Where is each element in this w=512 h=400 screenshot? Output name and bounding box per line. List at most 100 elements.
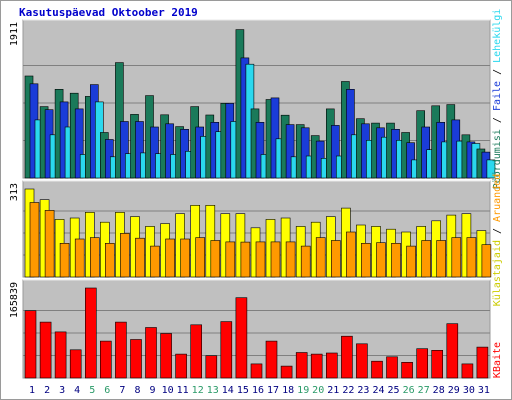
bar-middle-aruanded-day-26: [406, 245, 416, 278]
bar-middle-aruanded-day-12: [195, 237, 205, 278]
right-label-kbaite: KBaite: [492, 342, 503, 378]
x-tick-label-20: 20: [312, 385, 324, 396]
bar-middle-aruanded-day-29: [451, 237, 462, 278]
x-tick-label-23: 23: [357, 385, 369, 396]
bar-top-faile-day-9: [150, 126, 159, 179]
y-max-label-top: 1911: [9, 22, 20, 46]
right-label-separator: /: [492, 111, 503, 129]
x-tick-label-10: 10: [162, 385, 174, 396]
bar-middle-aruanded-day-8: [135, 237, 145, 278]
x-tick-label-13: 13: [207, 385, 219, 396]
bar-bottom-kbaite-day-29: [446, 323, 459, 379]
bar-bottom-kbaite-day-15: [235, 297, 248, 379]
x-tick-label-26: 26: [403, 385, 415, 396]
bar-top-faile-day-7: [120, 121, 129, 179]
bar-middle-aruanded-day-10: [165, 238, 175, 278]
x-tick-label-8: 8: [134, 385, 140, 396]
bar-middle-aruanded-day-11: [180, 238, 190, 278]
bar-bottom-kbaite-day-5: [85, 287, 97, 379]
x-tick-label-31: 31: [478, 385, 490, 396]
bar-middle-aruanded-day-22: [346, 231, 356, 278]
x-axis-ticks: 1 2 3 4 5 6 7 8 9 10 11 12 13 14 15 16 17 18 19 20 21 22 23 24 2…: [29, 385, 490, 396]
bar-top-faile-day-16: [255, 122, 265, 179]
right-legend-labels: Pöördumisi / Faile / LehekülgiKülastajai…: [492, 9, 503, 378]
x-tick-label-21: 21: [327, 385, 339, 396]
x-tick-label-17: 17: [267, 385, 279, 396]
bar-bottom-kbaite-day-7: [115, 321, 127, 379]
bar-middle-aruanded-day-3: [59, 243, 70, 278]
x-tick-label-29: 29: [448, 385, 460, 396]
bar-top-faile-day-8: [135, 121, 144, 179]
right-label-lehekülgi: Lehekülgi: [492, 9, 503, 63]
x-tick-label-7: 7: [119, 385, 125, 396]
bar-bottom-kbaite-day-19: [295, 352, 308, 379]
bar-middle-aruanded-day-2: [44, 210, 55, 278]
bar-bottom-kbaite-day-24: [371, 360, 383, 379]
bar-top-faile-day-22: [346, 89, 355, 179]
bar-top-lehek-lgi-day-31: [486, 159, 496, 179]
x-tick-label-5: 5: [89, 385, 95, 396]
x-tick-label-9: 9: [149, 385, 155, 396]
bar-bottom-kbaite-day-2: [39, 321, 52, 379]
bar-top-faile-day-10: [165, 123, 174, 179]
bar-bottom-kbaite-day-11: [175, 353, 187, 379]
bar-middle-aruanded-day-24: [376, 242, 386, 278]
x-tick-label-11: 11: [177, 385, 189, 396]
panel-top: 1911: [9, 19, 496, 179]
y-max-label-bottom: 165839: [9, 282, 20, 318]
bar-bottom-kbaite-day-27: [416, 348, 429, 379]
x-tick-label-19: 19: [297, 385, 309, 396]
x-tick-label-25: 25: [387, 385, 399, 396]
x-tick-label-4: 4: [74, 385, 80, 396]
bar-middle-aruanded-day-31: [481, 244, 492, 278]
bar-bottom-kbaite-day-16: [250, 363, 263, 379]
bar-middle-aruanded-day-9: [150, 245, 160, 278]
bar-bottom-kbaite-day-26: [401, 361, 413, 379]
bar-middle-aruanded-day-25: [391, 243, 401, 278]
bar-bottom-kbaite-day-3: [54, 331, 67, 379]
bar-top-faile-day-21: [330, 125, 340, 179]
bar-middle-aruanded-day-15: [240, 241, 251, 278]
bar-bottom-kbaite-day-17: [265, 340, 278, 379]
x-tick-label-2: 2: [44, 385, 50, 396]
bar-bottom-kbaite-day-25: [386, 356, 398, 379]
bar-middle-aruanded-day-4: [74, 238, 85, 278]
bar-bottom-kbaite-day-4: [69, 349, 82, 379]
panel-bottom: 165839: [9, 279, 491, 379]
x-tick-label-1: 1: [29, 385, 35, 396]
right-label-separator: /: [492, 63, 503, 81]
bar-middle-aruanded-day-14: [225, 241, 236, 278]
bar-middle-aruanded-day-30: [466, 237, 477, 278]
right-label-külastajaid: Külastajaid: [492, 240, 503, 306]
bar-bottom-kbaite-day-1: [24, 310, 37, 379]
bar-middle-aruanded-day-18: [285, 241, 296, 278]
bar-middle-aruanded-day-6: [105, 243, 115, 278]
bar-top-faile-day-4: [74, 108, 84, 179]
bar-bottom-kbaite-day-31: [476, 346, 489, 379]
x-tick-label-12: 12: [192, 385, 204, 396]
x-tick-label-6: 6: [104, 385, 110, 396]
bar-bottom-kbaite-day-23: [356, 343, 368, 379]
bar-bottom-kbaite-day-13: [205, 355, 218, 379]
bar-top-faile-day-17: [270, 97, 280, 179]
bar-top-faile-day-18: [285, 124, 295, 179]
x-tick-label-30: 30: [463, 385, 475, 396]
x-tick-label-18: 18: [282, 385, 294, 396]
x-tick-label-3: 3: [59, 385, 65, 396]
bar-middle-aruanded-day-17: [270, 241, 281, 278]
bar-middle-aruanded-day-23: [361, 243, 371, 278]
x-tick-label-22: 22: [342, 385, 354, 396]
bar-bottom-kbaite-day-6: [100, 340, 112, 379]
x-tick-label-14: 14: [222, 385, 234, 396]
bar-bottom-kbaite-day-9: [145, 327, 157, 379]
x-tick-label-27: 27: [418, 385, 430, 396]
right-label-bottom: KBaite: [492, 342, 503, 378]
bar-middle-aruanded-day-13: [210, 240, 221, 278]
bar-middle-aruanded-day-7: [120, 233, 130, 278]
bar-middle-aruanded-day-19: [300, 245, 311, 278]
bar-bottom-kbaite-day-30: [461, 363, 474, 379]
right-label-separator: /: [492, 222, 503, 240]
y-max-label-middle: 313: [9, 183, 20, 201]
bar-bottom-kbaite-day-10: [160, 333, 172, 379]
